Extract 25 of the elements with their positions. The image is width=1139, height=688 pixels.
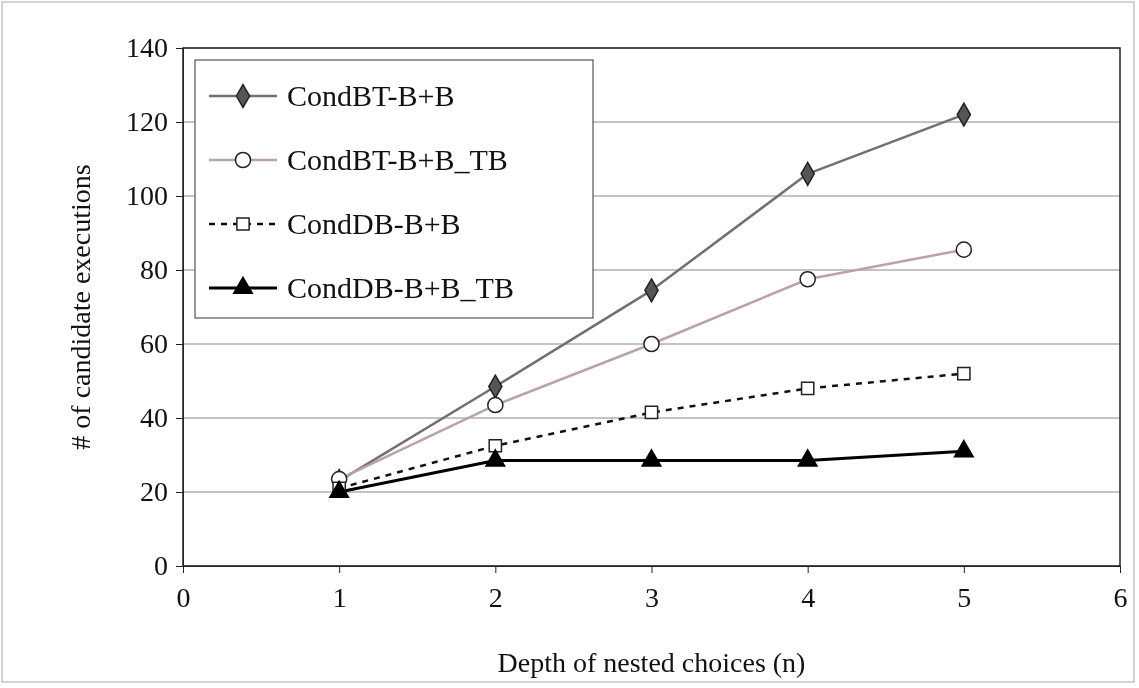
x-tick-label: 4: [801, 581, 816, 613]
x-tick-label: 1: [332, 581, 347, 613]
x-tick-label: 5: [957, 581, 972, 613]
x-tick-label: 6: [1113, 581, 1128, 613]
point: [956, 366, 971, 381]
x-tick-label: 0: [176, 581, 191, 613]
point: [644, 405, 659, 420]
x-tick-label: 3: [645, 581, 659, 613]
y-tick-label: 100: [126, 180, 168, 212]
y-tick-label: 120: [126, 106, 168, 138]
y-tick-label: 140: [126, 32, 168, 64]
x-axis-title: Depth of nested choices (n): [497, 647, 806, 678]
legend-label: CondDB-B+B_TB: [287, 271, 514, 304]
legend-label: CondBT-B+B: [287, 79, 455, 112]
y-axis-title: # of candidate executions: [65, 164, 96, 450]
y-tick-label: 40: [140, 402, 168, 434]
x-tick-label: 2: [488, 581, 503, 613]
y-tick-label: 20: [140, 476, 168, 508]
point: [800, 381, 815, 396]
legend-label: CondBT-B+B_TB: [287, 143, 508, 176]
y-tick-label: 80: [140, 254, 168, 286]
y-tick-label: 60: [140, 328, 168, 360]
y-tick-label: 0: [154, 550, 168, 582]
point: [488, 438, 503, 453]
legend-label: CondDB-B+B: [287, 207, 461, 240]
